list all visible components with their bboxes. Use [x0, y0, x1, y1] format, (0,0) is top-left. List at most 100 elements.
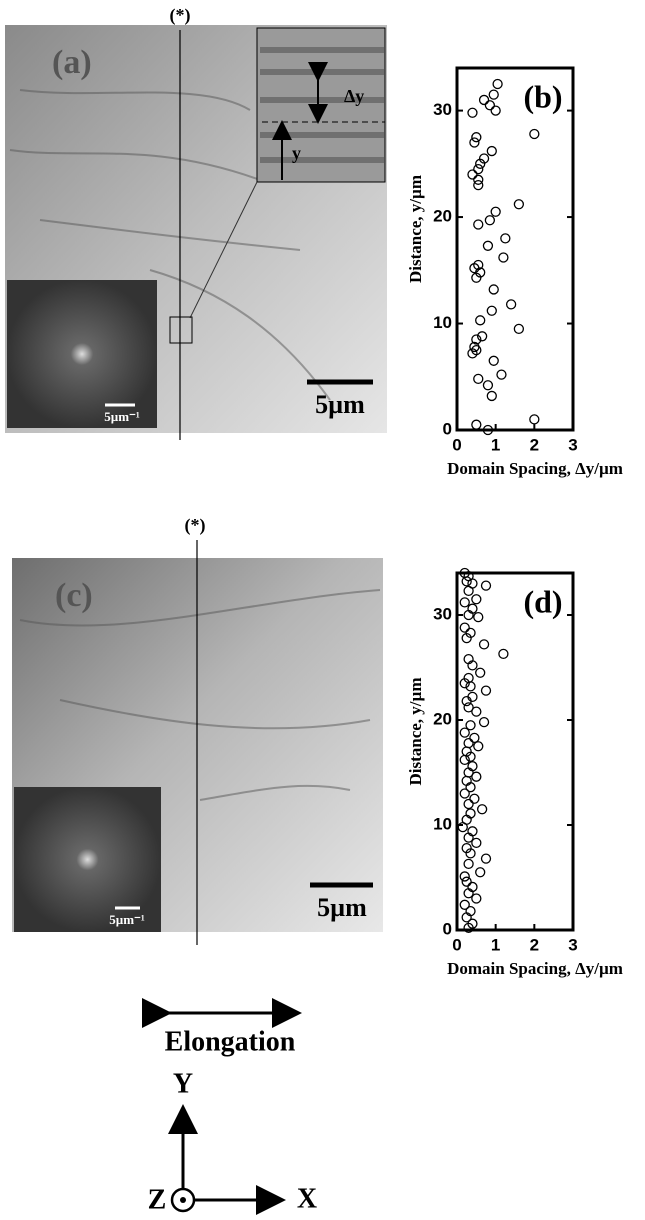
point: [530, 415, 539, 424]
z-axis-dot: [180, 1197, 186, 1203]
point: [487, 306, 496, 315]
figure: (a) (*) Δy y 5µm⁻¹ 5µm (c) (*) 5µm⁻¹ 5µm…: [0, 0, 645, 1220]
point: [482, 686, 491, 695]
point: [480, 640, 489, 649]
x-tick-label: 0: [452, 935, 461, 954]
panel-label: (a): [52, 44, 92, 81]
y-tick-label: 30: [433, 604, 452, 623]
point: [489, 356, 498, 365]
point: [476, 868, 485, 877]
x-tick-label: 3: [568, 435, 577, 454]
inset-label: Δy: [344, 86, 364, 106]
point: [489, 90, 498, 99]
y-tick-label: 20: [433, 709, 452, 728]
point: [499, 649, 508, 658]
point: [474, 374, 483, 383]
axis-label: Z: [148, 1184, 167, 1215]
point: [464, 739, 473, 748]
x-tick-label: 1: [491, 935, 500, 954]
point: [497, 370, 506, 379]
point: [474, 175, 483, 184]
point: [474, 613, 483, 622]
point: [474, 742, 483, 751]
point: [485, 101, 494, 110]
point: [460, 728, 469, 737]
point: [514, 324, 523, 333]
y-tick-label: 0: [443, 919, 452, 938]
scale-label: 5µm⁻¹: [104, 409, 140, 424]
point: [472, 707, 481, 716]
x-axis-label: Domain Spacing, Δy/µm: [447, 959, 623, 978]
point: [472, 838, 481, 847]
point: [464, 800, 473, 809]
point: [472, 772, 481, 781]
point: [462, 877, 471, 886]
plot-frame: [457, 573, 573, 930]
point: [483, 241, 492, 250]
y-tick-label: 10: [433, 313, 452, 332]
scale-label: 5µm⁻¹: [109, 912, 145, 927]
point: [507, 300, 516, 309]
page: {"chart_data": [ {"type": "scatter", "pa…: [0, 0, 645, 1220]
y-axis-label: Distance, y/µm: [406, 677, 425, 785]
point: [478, 805, 487, 814]
scale-label: 5µm: [317, 893, 367, 922]
x-tick-label: 1: [491, 435, 500, 454]
point: [514, 200, 523, 209]
point: [493, 79, 502, 88]
point: [482, 854, 491, 863]
panel-label: (d): [523, 583, 562, 619]
fft-inset: [14, 787, 161, 932]
point: [489, 285, 498, 294]
point: [468, 108, 477, 117]
x-tick-label: 2: [530, 435, 539, 454]
y-tick-label: 10: [433, 814, 452, 833]
y-tick-label: 0: [443, 419, 452, 438]
point: [470, 794, 479, 803]
x-tick-label: 3: [568, 935, 577, 954]
point: [460, 623, 469, 632]
point: [470, 733, 479, 742]
y-tick-label: 30: [433, 100, 452, 119]
point: [472, 894, 481, 903]
elongation-label: Elongation: [165, 1026, 296, 1057]
point: [499, 253, 508, 262]
point: [530, 130, 539, 139]
point: [480, 718, 489, 727]
point: [468, 170, 477, 179]
point: [460, 598, 469, 607]
point: [472, 595, 481, 604]
point: [487, 391, 496, 400]
point: [491, 207, 500, 216]
point: [476, 316, 485, 325]
x-axis-label: Domain Spacing, Δy/µm: [447, 459, 623, 478]
point: [485, 216, 494, 225]
point: [464, 586, 473, 595]
point: [464, 859, 473, 868]
point: [491, 106, 500, 115]
y-axis-label: Distance, y/µm: [406, 175, 425, 283]
x-tick-label: 0: [452, 435, 461, 454]
point: [474, 165, 483, 174]
point: [474, 220, 483, 229]
point: [460, 872, 469, 881]
panel-label: (b): [523, 78, 562, 114]
marker-label: (*): [185, 515, 206, 536]
scale-label: 5µm: [315, 390, 365, 419]
point: [501, 234, 510, 243]
panel-label: (c): [55, 577, 93, 614]
point: [460, 789, 469, 798]
point: [472, 420, 481, 429]
marker-label: (*): [170, 5, 191, 26]
point: [470, 138, 479, 147]
point: [462, 577, 471, 586]
x-tick-label: 2: [530, 935, 539, 954]
point: [483, 381, 492, 390]
point: [482, 581, 491, 590]
point: [458, 823, 467, 832]
axis-label: Y: [173, 1068, 193, 1099]
point: [476, 668, 485, 677]
axis-label: X: [297, 1183, 317, 1214]
inset-label: y: [292, 143, 301, 163]
y-tick-label: 20: [433, 207, 452, 226]
